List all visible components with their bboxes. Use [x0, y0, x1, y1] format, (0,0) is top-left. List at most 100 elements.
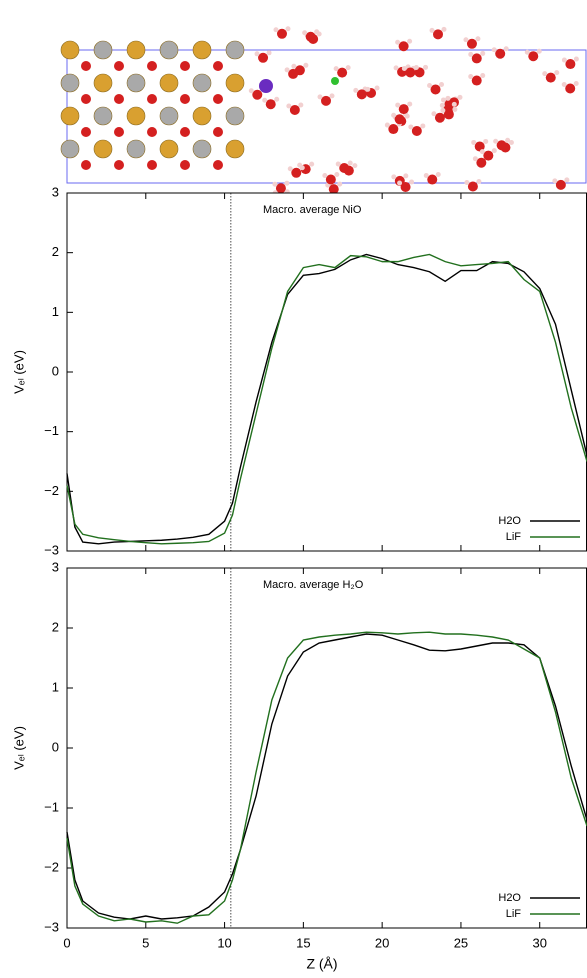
atom — [329, 93, 335, 99]
atom — [147, 61, 157, 71]
atom — [554, 70, 560, 76]
atom — [81, 61, 91, 71]
atom — [493, 138, 499, 144]
atom — [439, 81, 445, 87]
atom — [147, 94, 157, 104]
y-tick-label: 2 — [52, 244, 59, 259]
atom — [384, 122, 390, 128]
atom — [545, 72, 556, 83]
atom — [114, 127, 124, 137]
atom — [388, 124, 399, 135]
atom — [328, 184, 339, 195]
atom — [60, 40, 80, 60]
atom — [180, 160, 190, 170]
atom — [93, 106, 113, 126]
atom — [331, 77, 339, 85]
atom — [225, 40, 245, 60]
atom — [565, 83, 576, 94]
atom — [192, 73, 212, 93]
atom — [573, 56, 579, 62]
chart-title: Macro. average NiO — [263, 204, 362, 216]
atom — [508, 140, 514, 146]
atom — [427, 82, 433, 88]
atom — [457, 94, 463, 100]
atom — [213, 61, 223, 71]
atom — [275, 183, 286, 194]
atom — [524, 49, 530, 55]
data-line — [66, 631, 587, 924]
atom — [391, 174, 397, 180]
atom — [467, 181, 478, 192]
atom — [483, 150, 494, 161]
atom — [542, 71, 548, 77]
atom — [126, 40, 146, 60]
y-tick-label: 0 — [52, 363, 59, 378]
legend-label: H2O — [498, 892, 521, 904]
atom — [303, 62, 309, 68]
atom — [407, 38, 413, 44]
atom — [274, 96, 280, 102]
y-tick-label: −1 — [44, 799, 59, 814]
atom — [471, 139, 477, 145]
atom — [298, 102, 304, 108]
atom — [289, 104, 300, 115]
atom — [225, 73, 245, 93]
atom — [411, 125, 422, 136]
atom — [391, 112, 397, 118]
atom — [432, 29, 443, 40]
atom — [374, 85, 380, 91]
atom — [561, 57, 567, 63]
atom — [552, 178, 558, 184]
atom — [114, 160, 124, 170]
atom — [472, 156, 478, 162]
atom — [252, 89, 263, 100]
atom — [430, 84, 441, 95]
x-tick-label: 10 — [217, 935, 231, 950]
atom — [408, 124, 414, 130]
atom — [159, 73, 179, 93]
y-tick-label: 2 — [52, 619, 59, 634]
atom — [147, 127, 157, 137]
atom — [468, 74, 474, 80]
atom — [468, 51, 474, 57]
atom — [286, 103, 292, 109]
atom — [159, 139, 179, 159]
atom — [464, 180, 470, 186]
x-tick-label: 15 — [296, 935, 310, 950]
atom — [441, 26, 447, 32]
atom — [81, 160, 91, 170]
atom — [192, 40, 212, 60]
atom — [93, 73, 113, 93]
atom — [480, 73, 486, 79]
atom — [114, 94, 124, 104]
atom — [345, 65, 351, 71]
y-tick-label: −1 — [44, 423, 59, 438]
atom — [528, 51, 539, 62]
atom — [248, 88, 254, 94]
atom — [536, 48, 542, 54]
atom — [93, 40, 113, 60]
atom — [395, 39, 401, 45]
atom — [395, 102, 401, 108]
atom — [405, 67, 416, 78]
atom — [180, 94, 190, 104]
plot-frame — [66, 567, 587, 929]
atom — [213, 94, 223, 104]
atom — [81, 127, 91, 137]
atom — [393, 65, 399, 71]
atom — [180, 127, 190, 137]
atom — [479, 149, 485, 155]
atom — [423, 173, 429, 179]
atom — [413, 64, 419, 70]
atom — [466, 38, 477, 49]
atom — [337, 181, 343, 187]
atom — [555, 179, 566, 190]
legend-label: LiF — [506, 908, 522, 920]
data-line — [66, 253, 587, 545]
atom — [365, 86, 371, 92]
atom — [443, 109, 454, 120]
atom — [561, 81, 567, 87]
atom — [192, 106, 212, 126]
atom — [225, 139, 245, 159]
